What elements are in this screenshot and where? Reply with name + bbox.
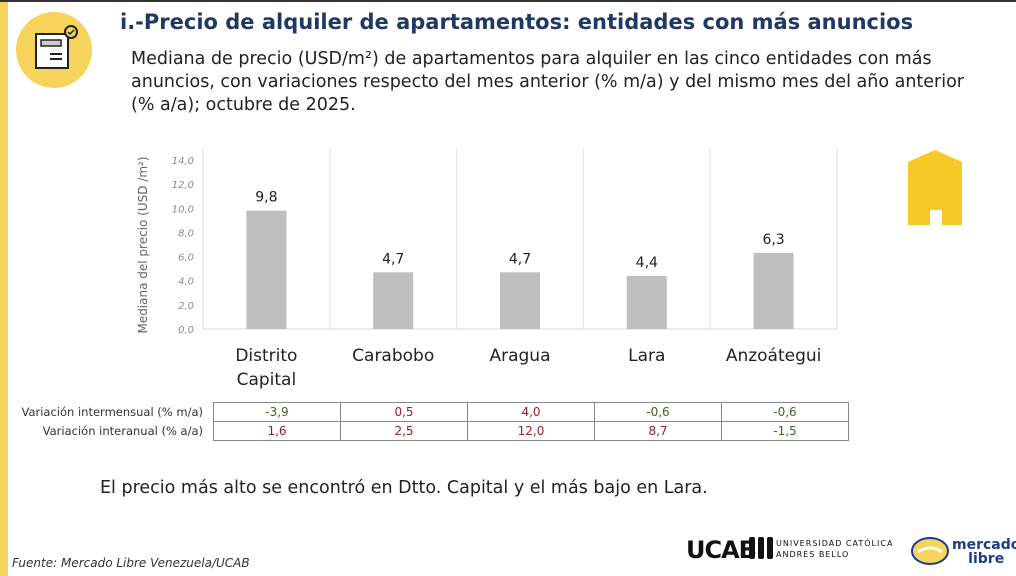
row-label: Variación interanual (% a/a) [42, 424, 203, 438]
document-check-icon [16, 12, 92, 88]
category-label: Lara [628, 346, 665, 366]
row-label: Variación intermensual (% m/a) [21, 405, 203, 419]
bar [626, 275, 667, 329]
y-tick-label: 4,0 [178, 277, 194, 288]
data-label: 4,4 [636, 255, 658, 271]
page-title: i.-Precio de alquiler de apartamentos: e… [120, 10, 914, 34]
mercadolibre-handshake-icon [911, 537, 949, 565]
category-label: Distrito [235, 346, 297, 366]
data-label: 4,7 [382, 251, 404, 267]
table-cell: 0,5 [340, 402, 468, 422]
ucab-name: UNIVERSIDAD CATÓLICA ANDRÉS BELLO [776, 539, 894, 559]
table-cell: -0,6 [594, 402, 722, 422]
table-cell: 1,6 [213, 421, 341, 441]
page-subtitle: Mediana de precio (USD/m²) de apartament… [131, 49, 965, 115]
table-cell: 4,0 [467, 402, 595, 422]
table-cell: -1,5 [721, 421, 849, 441]
table-cell: -0,6 [721, 402, 849, 422]
bar [753, 252, 794, 329]
y-tick-label: 10,0 [172, 204, 194, 215]
bar [500, 272, 540, 329]
data-label: 6,3 [762, 232, 784, 248]
y-tick-label: 6,0 [178, 253, 194, 264]
category-label: Carabobo [352, 346, 434, 366]
table-cell: -3,9 [213, 402, 341, 422]
data-label: 4,7 [509, 251, 531, 267]
mercadolibre-logo: mercado libre [952, 537, 1016, 567]
y-tick-label: 0,0 [178, 325, 194, 336]
data-label: 9,8 [255, 190, 277, 206]
bar [246, 210, 287, 329]
ucab-logo: UCAB [686, 536, 757, 564]
variation-table: Variación intermensual (% m/a) -3,9 0,5 4,0… [18, 402, 849, 441]
y-tick-label: 2,0 [178, 301, 194, 312]
table-cell: 12,0 [467, 421, 595, 441]
y-tick-label: 8,0 [178, 228, 194, 239]
source-note: Fuente: Mercado Libre Venezuela/UCAB [12, 556, 250, 570]
y-axis-label: Mediana del precio (USD /m²) [136, 156, 150, 333]
category-label: Anzoátegui [726, 346, 822, 366]
y-tick-label: 14,0 [172, 156, 194, 167]
table-row: Variación intermensual (% m/a) -3,9 0,5 4,0… [18, 402, 849, 422]
category-label: Aragua [489, 346, 550, 366]
accent-bar [0, 0, 8, 576]
y-tick-label: 12,0 [172, 180, 194, 191]
top-border [0, 0, 1016, 2]
conclusion-text: El precio más alto se encontró en Dtto. … [100, 478, 708, 498]
table-cell: 8,7 [594, 421, 722, 441]
bar-chart: 0,0 2,0 4,0 6,0 8,0 10,0 12,0 14,0 Mediana del p… [136, 148, 838, 390]
table-row: Variación interanual (% a/a) 1,6 2,5 12,0 8,… [18, 421, 849, 441]
table-cell: 2,5 [340, 421, 468, 441]
bar [373, 272, 414, 329]
category-label: Capital [237, 370, 297, 390]
